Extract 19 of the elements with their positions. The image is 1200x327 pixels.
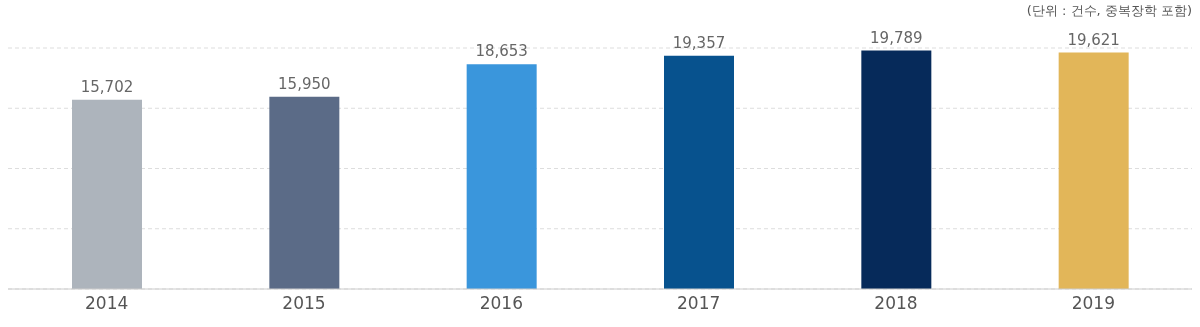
data-label: 15,950 bbox=[278, 74, 331, 93]
bar bbox=[269, 96, 340, 289]
data-label: 15,702 bbox=[80, 77, 134, 96]
x-tick-label: 2014 bbox=[85, 293, 129, 314]
bar bbox=[466, 64, 537, 289]
data-label: 18,653 bbox=[475, 42, 528, 61]
x-tick-label: 2019 bbox=[1071, 293, 1115, 314]
data-label: 19,789 bbox=[870, 28, 923, 47]
text: (단위 : 건수, 중복장학 포함) bbox=[1026, 2, 1192, 20]
data-label: 19,357 bbox=[672, 33, 726, 52]
x-tick-label: 2016 bbox=[479, 293, 523, 314]
bar bbox=[72, 99, 142, 289]
bar bbox=[1058, 52, 1129, 289]
x-tick-label: 2015 bbox=[282, 293, 326, 314]
data-label: 19,621 bbox=[1067, 30, 1120, 49]
bar bbox=[861, 50, 932, 289]
x-tick-label: 2017 bbox=[677, 293, 721, 314]
bar bbox=[664, 55, 734, 289]
x-tick-label: 2018 bbox=[874, 293, 918, 314]
